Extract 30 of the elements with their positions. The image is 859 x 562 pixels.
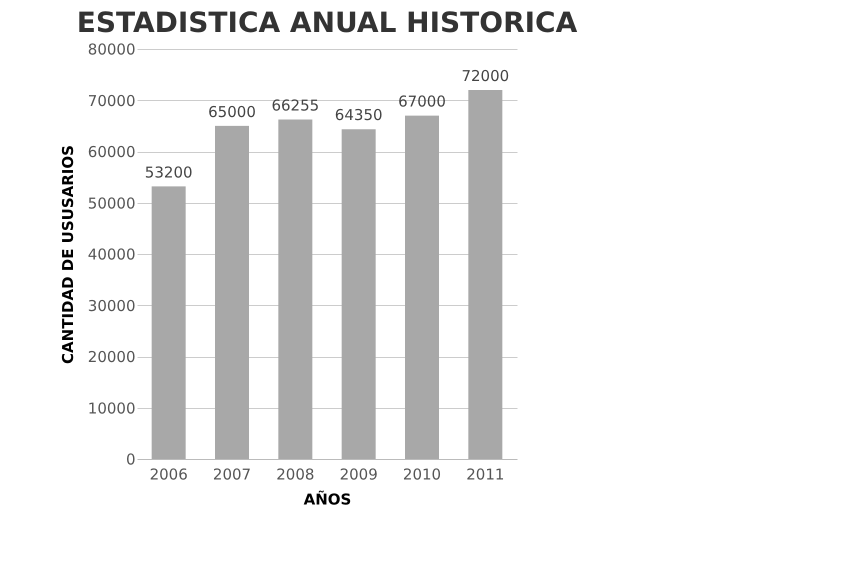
- x-tick-label: 2008: [276, 466, 314, 484]
- bar: [405, 116, 439, 459]
- data-label: 64350: [334, 106, 383, 124]
- bar: [468, 90, 502, 459]
- y-tick-label: 80000: [88, 40, 136, 58]
- data-label: 65000: [208, 102, 256, 121]
- y-tick-label: 30000: [88, 296, 136, 315]
- x-tick-label: 2009: [340, 466, 378, 484]
- data-label: 66255: [271, 96, 320, 114]
- data-label: 53200: [144, 163, 193, 182]
- bar: [152, 186, 186, 459]
- data-label: 67000: [398, 92, 446, 111]
- x-axis-title: AÑOS: [304, 490, 352, 508]
- x-tick-label: 2010: [402, 466, 442, 484]
- y-tick-label: 0: [126, 450, 136, 468]
- x-tick-label: 2007: [212, 466, 252, 484]
- y-tick-label: 70000: [88, 92, 136, 110]
- y-axis-title: CANTIDAD DE USUSARIOS: [58, 145, 77, 364]
- x-tick-label: 2011: [466, 466, 504, 484]
- data-label: 72000: [461, 67, 510, 85]
- bar: [215, 126, 249, 459]
- x-tick-label: 2006: [150, 466, 188, 484]
- y-tick-label: 10000: [88, 399, 136, 418]
- y-tick-label: 20000: [88, 348, 136, 366]
- bar: [342, 129, 376, 459]
- bar: [278, 119, 312, 459]
- y-tick-label: 50000: [88, 194, 136, 212]
- y-tick-label: 60000: [88, 143, 136, 161]
- y-tick-label: 40000: [88, 246, 136, 264]
- chart-title: ESTADISTICA ANUAL HISTORICA: [76, 6, 578, 39]
